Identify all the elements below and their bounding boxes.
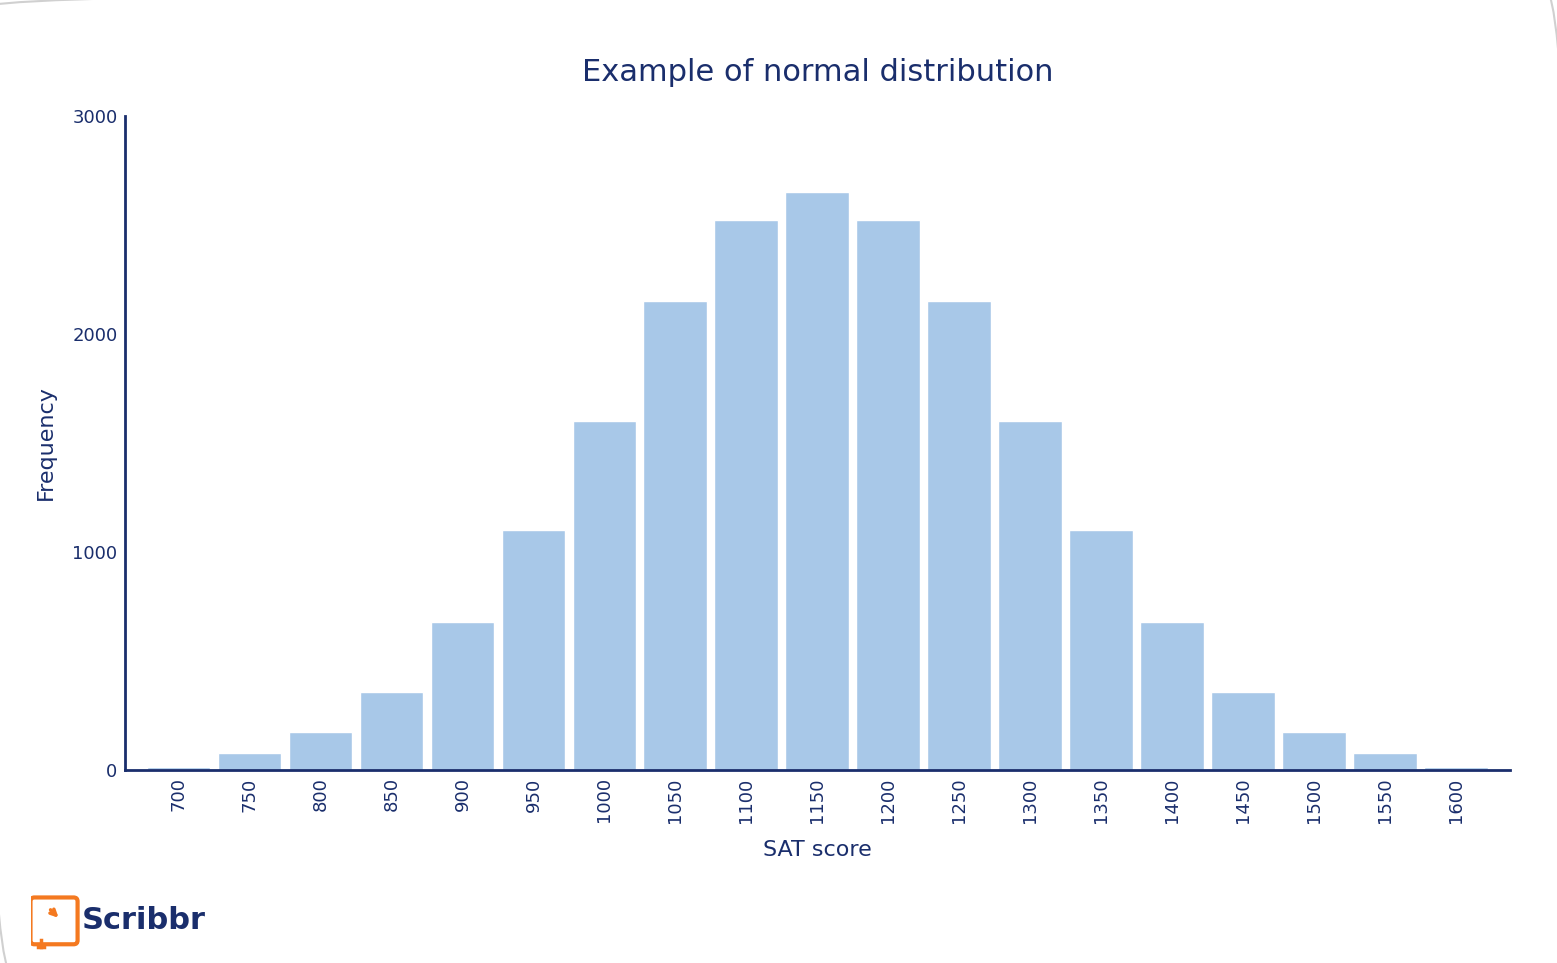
Bar	[218, 753, 282, 770]
Bar	[146, 768, 210, 770]
Y-axis label: Frequency: Frequency	[36, 385, 56, 501]
Bar	[856, 221, 920, 770]
Bar	[643, 301, 707, 770]
Bar	[1353, 753, 1417, 770]
Bar	[715, 221, 778, 770]
Bar	[928, 301, 992, 770]
Bar	[1211, 691, 1275, 770]
Bar	[501, 531, 565, 770]
Bar	[1283, 732, 1347, 770]
Bar	[573, 421, 637, 770]
X-axis label: SAT score: SAT score	[763, 840, 872, 860]
Bar	[785, 192, 850, 770]
Bar	[998, 421, 1062, 770]
Bar	[360, 691, 424, 770]
Bar	[431, 622, 495, 770]
Bar	[1425, 768, 1488, 770]
Bar	[288, 732, 352, 770]
Bar	[1140, 622, 1204, 770]
Title: Example of normal distribution: Example of normal distribution	[582, 58, 1053, 87]
Bar	[1070, 531, 1133, 770]
Text: Scribbr: Scribbr	[81, 906, 206, 935]
